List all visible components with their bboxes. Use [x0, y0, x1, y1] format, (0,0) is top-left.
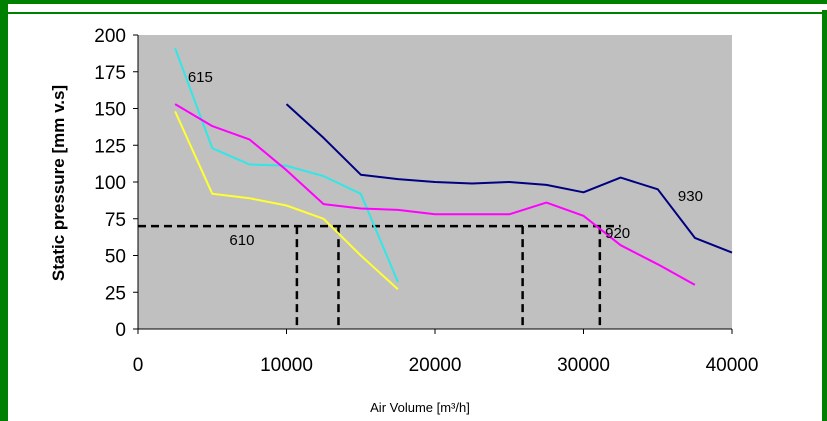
dashed-lines — [138, 224, 621, 329]
green-frame-left — [0, 0, 8, 421]
y-tick-label: 0 — [115, 320, 126, 341]
y-tick-label: 25 — [105, 283, 126, 304]
y-axis-label: Static pressure [mm v.s] — [49, 85, 68, 281]
series-line-615 — [174, 47, 399, 283]
y-tick-label: 50 — [105, 247, 126, 268]
tick-labels: 0 25 50 75 100 125 150 175 200 0 10000 20000 30000 40… — [94, 26, 758, 376]
green-frame-right — [822, 10, 827, 421]
y-tick-label: 150 — [94, 100, 126, 121]
series-label-610: 610 — [229, 232, 254, 249]
y-tick-label: 100 — [94, 173, 126, 194]
x-axis-label: Air Volume [m³/h] — [370, 400, 470, 415]
axes — [133, 34, 733, 334]
series-line-930 — [285, 103, 733, 254]
green-frame-top-inner — [8, 12, 827, 14]
x-tick-label: 30000 — [557, 355, 610, 376]
series-label-920: 920 — [605, 225, 630, 242]
series-line-610 — [174, 110, 399, 291]
y-tick-label: 75 — [105, 210, 126, 231]
series-label-930: 930 — [678, 188, 703, 205]
y-tick-label: 125 — [94, 136, 126, 157]
series-line-920 — [174, 103, 696, 286]
green-frame-top — [0, 0, 827, 4]
series-labels: 615 610 920 930 — [188, 69, 703, 249]
y-tick-label: 200 — [94, 26, 126, 47]
series-label-615: 615 — [188, 69, 213, 86]
y-tick-label: 175 — [94, 63, 126, 84]
x-tick-label: 20000 — [409, 355, 462, 376]
x-tick-label: 0 — [133, 355, 144, 376]
x-tick-label: 40000 — [706, 355, 759, 376]
series-group — [174, 47, 733, 291]
x-tick-label: 10000 — [260, 355, 313, 376]
